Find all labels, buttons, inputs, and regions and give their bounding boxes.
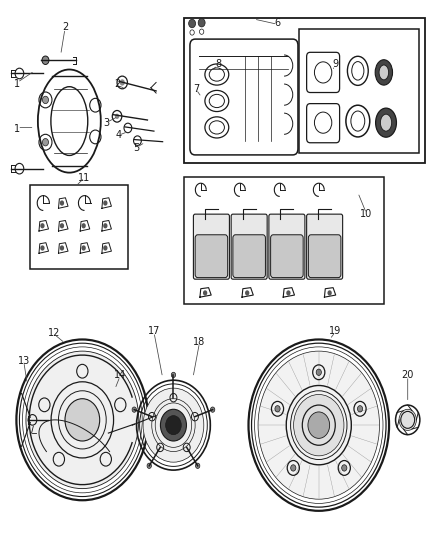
Circle shape bbox=[81, 245, 86, 251]
Text: 10: 10 bbox=[360, 208, 373, 219]
Circle shape bbox=[115, 114, 119, 119]
Text: 8: 8 bbox=[215, 60, 221, 69]
Text: 2: 2 bbox=[114, 79, 120, 89]
Bar bbox=[299, 29, 419, 153]
Circle shape bbox=[171, 372, 176, 377]
Text: 3: 3 bbox=[103, 118, 109, 128]
Circle shape bbox=[103, 223, 107, 229]
Circle shape bbox=[275, 406, 280, 412]
Circle shape bbox=[143, 388, 204, 462]
Bar bbox=[30, 184, 128, 269]
Text: 13: 13 bbox=[18, 356, 30, 366]
FancyBboxPatch shape bbox=[308, 235, 341, 278]
Text: 12: 12 bbox=[48, 328, 60, 337]
Circle shape bbox=[60, 223, 64, 229]
FancyBboxPatch shape bbox=[231, 214, 267, 279]
Circle shape bbox=[316, 369, 321, 375]
Circle shape bbox=[81, 223, 86, 229]
Circle shape bbox=[40, 245, 45, 251]
Circle shape bbox=[103, 200, 107, 206]
Circle shape bbox=[60, 245, 64, 251]
Circle shape bbox=[42, 139, 49, 146]
Circle shape bbox=[166, 416, 181, 435]
Ellipse shape bbox=[375, 60, 392, 85]
Circle shape bbox=[42, 56, 49, 64]
FancyBboxPatch shape bbox=[269, 214, 305, 279]
Text: 14: 14 bbox=[114, 370, 126, 380]
Circle shape bbox=[189, 19, 196, 28]
Circle shape bbox=[65, 399, 100, 441]
Circle shape bbox=[40, 223, 45, 229]
Circle shape bbox=[198, 19, 205, 27]
Circle shape bbox=[195, 463, 200, 469]
FancyBboxPatch shape bbox=[233, 235, 265, 278]
FancyBboxPatch shape bbox=[271, 235, 303, 278]
Circle shape bbox=[245, 290, 249, 296]
Circle shape bbox=[26, 351, 139, 489]
Circle shape bbox=[342, 465, 347, 471]
Text: 4: 4 bbox=[115, 131, 121, 140]
Circle shape bbox=[42, 96, 49, 103]
FancyBboxPatch shape bbox=[195, 235, 228, 278]
Circle shape bbox=[60, 200, 64, 206]
Text: 5: 5 bbox=[134, 142, 140, 152]
Text: 2: 2 bbox=[62, 22, 68, 33]
Circle shape bbox=[258, 351, 379, 499]
Circle shape bbox=[160, 409, 187, 441]
Circle shape bbox=[357, 406, 363, 412]
Circle shape bbox=[328, 290, 332, 296]
Text: 7: 7 bbox=[193, 84, 199, 94]
Ellipse shape bbox=[379, 65, 389, 80]
Circle shape bbox=[399, 409, 417, 431]
FancyBboxPatch shape bbox=[307, 214, 343, 279]
Circle shape bbox=[203, 290, 207, 296]
Circle shape bbox=[120, 79, 125, 86]
Bar bbox=[184, 18, 425, 164]
Text: 9: 9 bbox=[332, 60, 338, 69]
Text: 17: 17 bbox=[148, 326, 160, 336]
Circle shape bbox=[147, 463, 152, 469]
Text: 1: 1 bbox=[14, 79, 20, 89]
Circle shape bbox=[211, 407, 215, 412]
Circle shape bbox=[293, 394, 344, 456]
Text: 20: 20 bbox=[402, 370, 414, 380]
Circle shape bbox=[286, 290, 290, 296]
Ellipse shape bbox=[380, 114, 392, 131]
Text: 11: 11 bbox=[78, 173, 91, 183]
Text: 1: 1 bbox=[14, 124, 20, 134]
Text: 19: 19 bbox=[329, 326, 341, 336]
Text: 6: 6 bbox=[275, 18, 281, 28]
Bar bbox=[184, 176, 384, 303]
Circle shape bbox=[308, 412, 330, 438]
Circle shape bbox=[103, 245, 107, 251]
Circle shape bbox=[132, 407, 136, 412]
FancyBboxPatch shape bbox=[194, 214, 230, 279]
Circle shape bbox=[291, 465, 296, 471]
Ellipse shape bbox=[376, 108, 396, 137]
Text: 18: 18 bbox=[193, 337, 205, 346]
